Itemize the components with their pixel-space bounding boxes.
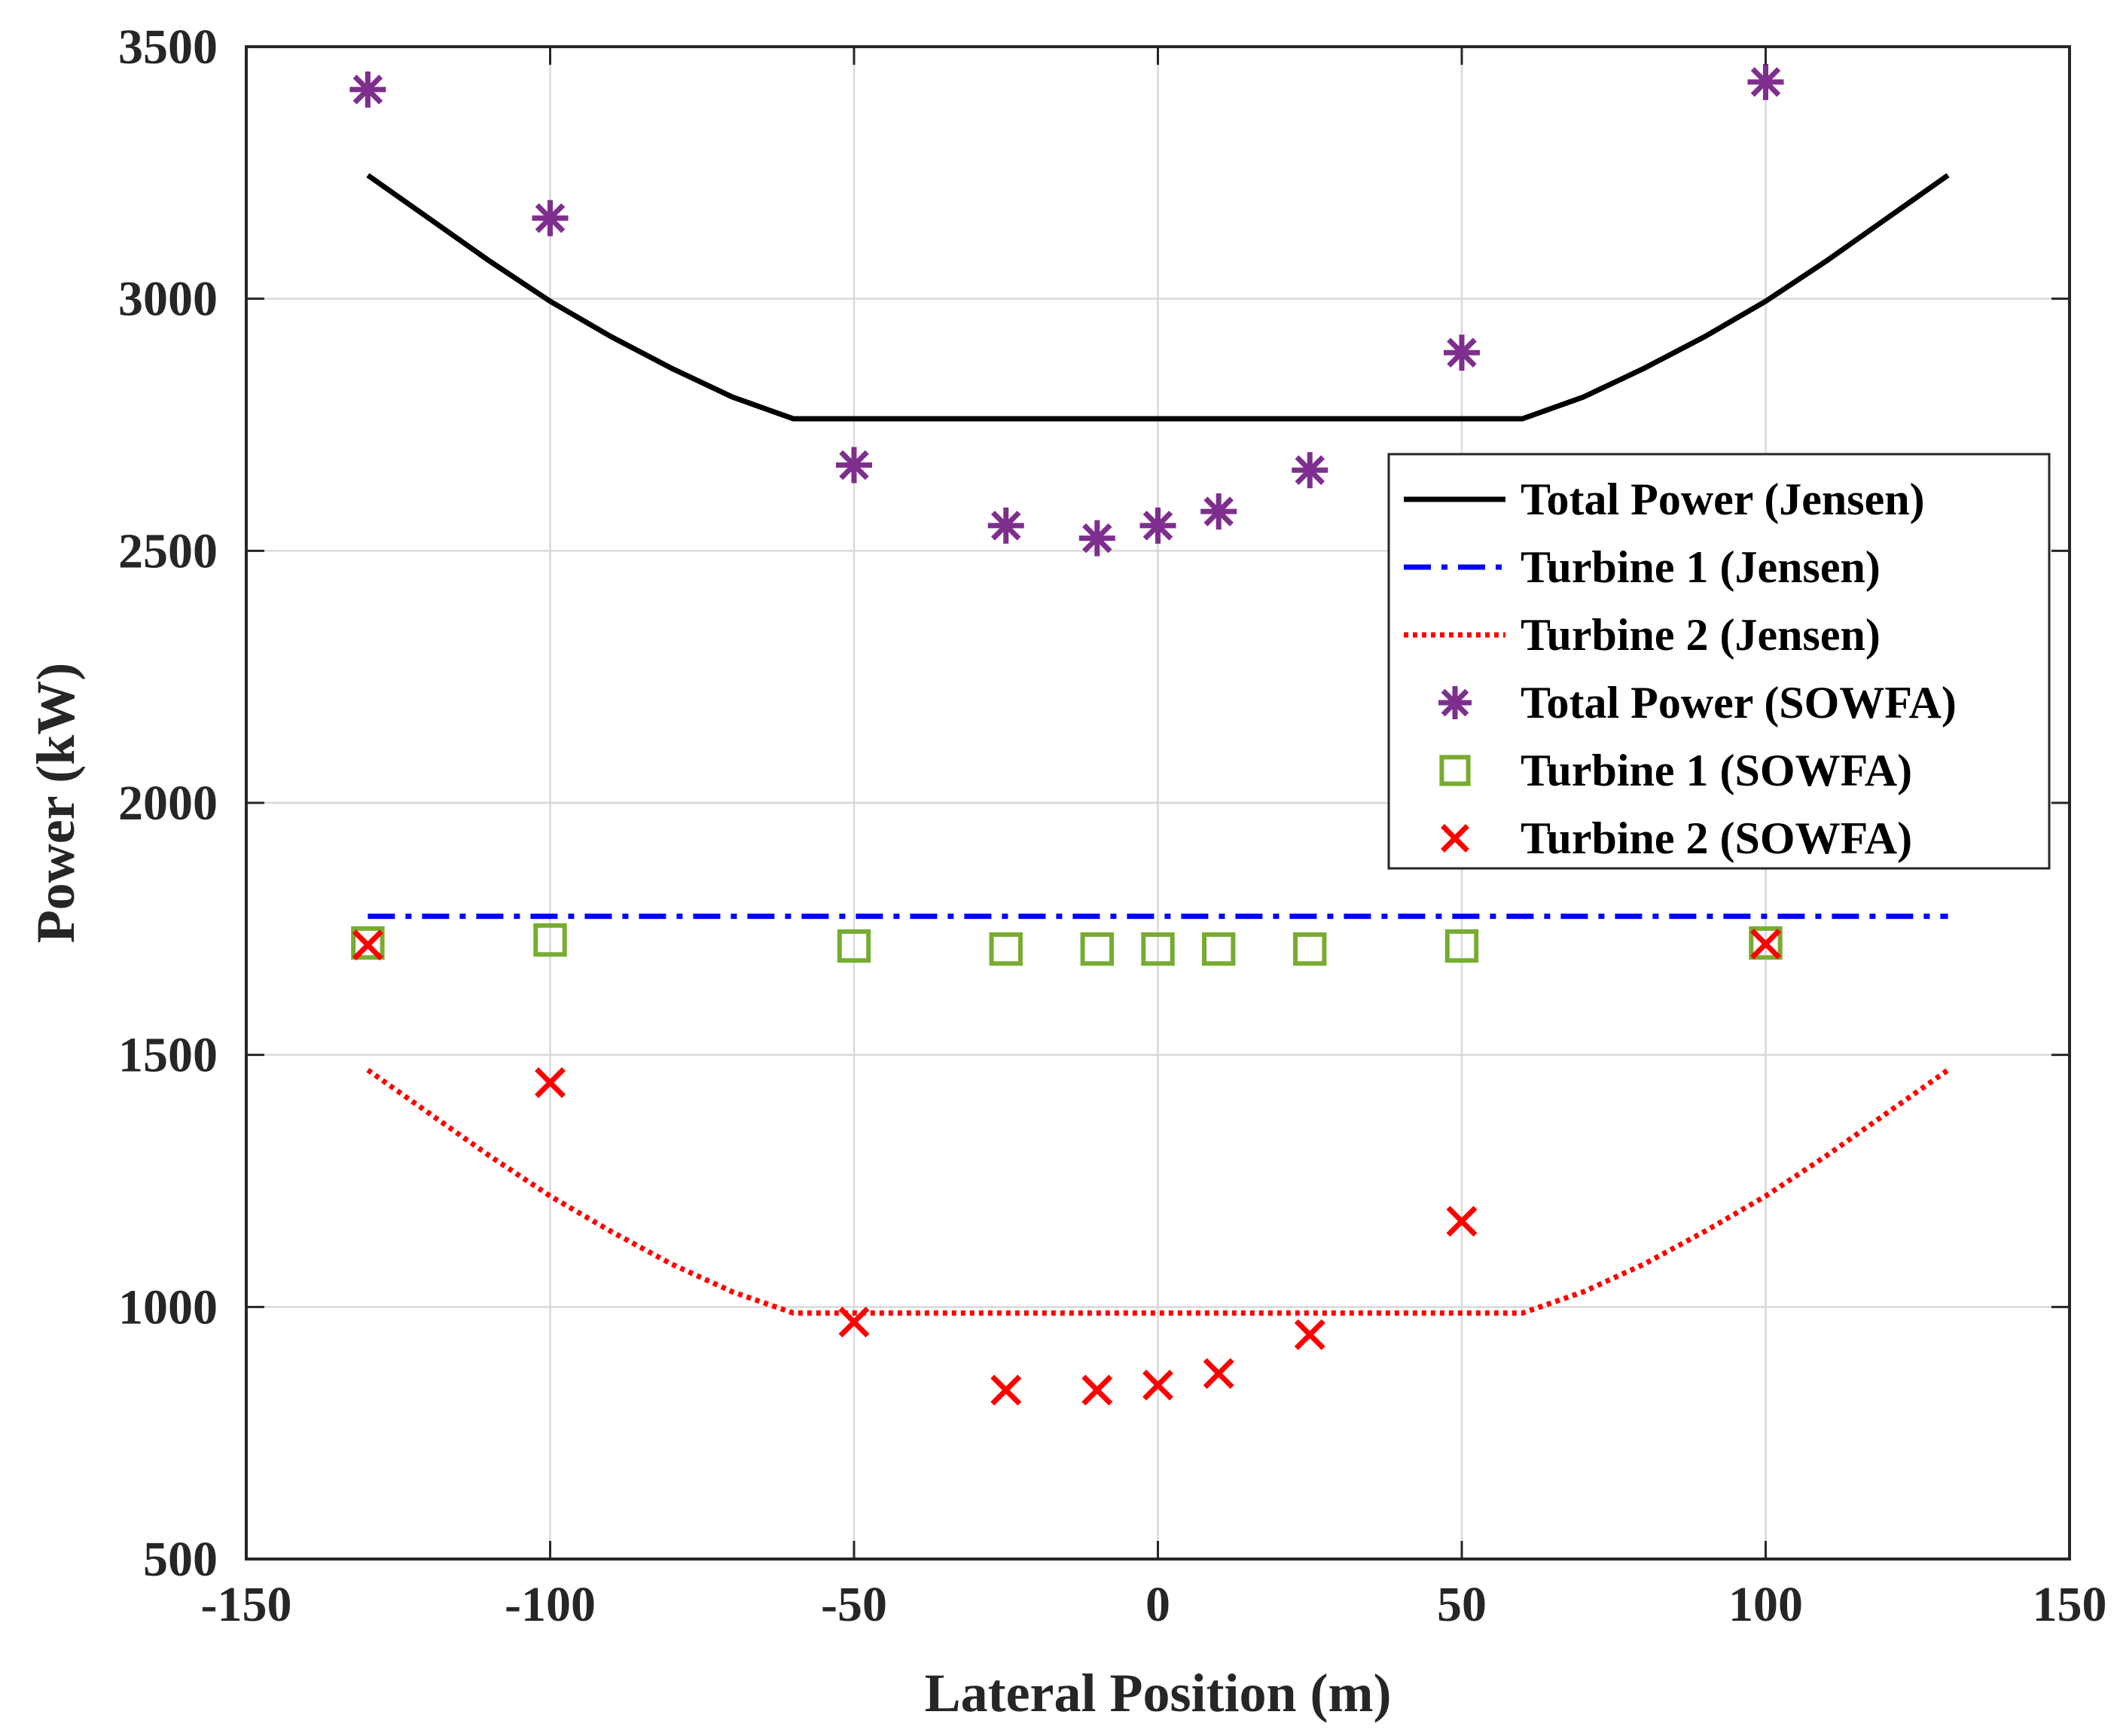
x-tick-label: -150 bbox=[201, 1577, 292, 1632]
series-3-point bbox=[836, 447, 872, 484]
legend-entry: Turbine 1 (SOWFA) bbox=[1439, 746, 1912, 795]
series-5-point bbox=[1081, 1374, 1113, 1406]
series-5-point bbox=[838, 1306, 870, 1338]
series-5-point bbox=[352, 929, 383, 961]
x-tick-label: 50 bbox=[1437, 1577, 1487, 1632]
series-5-point bbox=[990, 1374, 1022, 1406]
y-tick-label: 1000 bbox=[118, 1280, 218, 1335]
legend-label: Total Power (Jensen) bbox=[1521, 474, 1925, 524]
series-3-point bbox=[1292, 452, 1328, 489]
legend-swatch bbox=[1441, 824, 1469, 853]
series-markers bbox=[349, 63, 1784, 1406]
legend-box bbox=[1387, 453, 2051, 870]
series-3-point bbox=[1444, 334, 1480, 371]
y-tick-label: 2000 bbox=[118, 776, 218, 831]
legend: Total Power (Jensen) Turbine 1 (Jensen) Tu… bbox=[1387, 453, 2051, 870]
series-3-point bbox=[349, 71, 386, 108]
y-axis-label: Power (kW) bbox=[26, 663, 86, 944]
legend-label: Total Power (SOWFA) bbox=[1521, 678, 1957, 728]
series-3-point bbox=[1078, 520, 1115, 557]
series-4-point bbox=[533, 923, 567, 957]
x-tick-label: -50 bbox=[821, 1577, 887, 1632]
x-tick-label: -100 bbox=[505, 1577, 596, 1632]
x-tick-label: 100 bbox=[1728, 1577, 1803, 1632]
legend-swatch bbox=[1439, 755, 1471, 786]
series-4-point bbox=[837, 929, 871, 963]
legend-swatch bbox=[1438, 686, 1472, 719]
legend-entry: Turbine 2 (SOWFA) bbox=[1441, 813, 1912, 863]
series-line-2 bbox=[366, 1067, 1950, 1316]
series-5-point bbox=[1294, 1319, 1325, 1350]
legend-label: Turbine 2 (SOWFA) bbox=[1521, 813, 1912, 863]
series-4-point bbox=[1080, 932, 1114, 966]
series-4-point bbox=[1202, 932, 1236, 966]
series-3-point bbox=[1747, 63, 1784, 100]
series-line-0 bbox=[366, 172, 1950, 422]
y-tick-label: 1500 bbox=[118, 1028, 218, 1083]
legend-label: Turbine 2 (Jensen) bbox=[1521, 610, 1881, 660]
legend-entry: Total Power (SOWFA) bbox=[1438, 678, 1957, 728]
series-3-point bbox=[532, 200, 569, 236]
y-tick-label: 2500 bbox=[118, 523, 218, 578]
series-5-point bbox=[535, 1067, 566, 1098]
legend-label: Turbine 1 (Jensen) bbox=[1521, 542, 1881, 592]
series-4-point bbox=[1749, 926, 1783, 960]
x-axis-label: Lateral Position (m) bbox=[925, 1663, 1392, 1723]
series-4-point bbox=[1293, 932, 1327, 966]
series-3-point bbox=[1200, 493, 1237, 530]
series-4-point bbox=[1444, 929, 1479, 963]
series-4-point bbox=[351, 926, 385, 960]
series-3-point bbox=[1139, 507, 1176, 544]
series-5-point bbox=[1750, 928, 1781, 960]
series-4-point bbox=[1141, 932, 1175, 966]
axis-ticks: -150 -100 -50 0 50 100 150 500 1000 1500 2000 2500 3… bbox=[118, 20, 2107, 1632]
y-tick-label: 3000 bbox=[118, 272, 218, 327]
legend-entry: Turbine 2 (Jensen) bbox=[1404, 610, 1881, 660]
legend-entry: Turbine 1 (Jensen) bbox=[1404, 542, 1881, 592]
series-5-point bbox=[1203, 1358, 1234, 1390]
x-tick-label: 0 bbox=[1145, 1577, 1170, 1632]
legend-entry: Total Power (Jensen) bbox=[1404, 474, 1925, 524]
y-tick-label: 3500 bbox=[118, 20, 218, 75]
legend-label: Turbine 1 (SOWFA) bbox=[1521, 746, 1912, 795]
series-5-point bbox=[1142, 1369, 1173, 1401]
series-5-point bbox=[1446, 1206, 1478, 1237]
series-lines bbox=[366, 172, 1950, 1316]
y-tick-label: 500 bbox=[143, 1532, 218, 1587]
x-tick-label: 150 bbox=[2033, 1577, 2107, 1632]
series-3-point bbox=[987, 507, 1024, 544]
series-4-point bbox=[989, 932, 1023, 966]
